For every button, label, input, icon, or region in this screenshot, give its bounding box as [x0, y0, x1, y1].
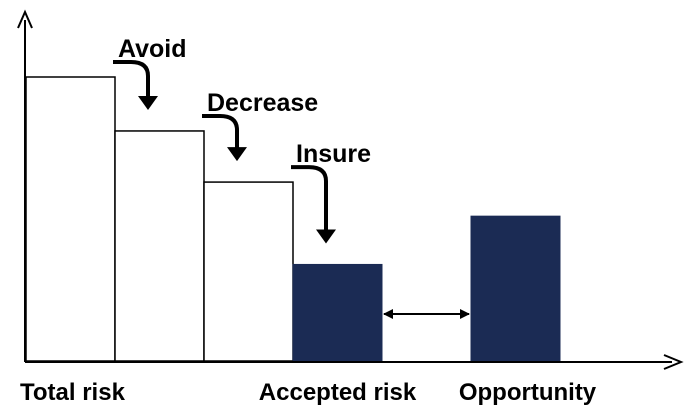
annotation-arrowhead-0: [138, 95, 158, 110]
annotation-arrowhead-2: [316, 229, 336, 244]
annotations-layer: Avoid Decrease Insure: [113, 35, 371, 244]
bar-1: [114, 130, 205, 362]
annotation-arrowhead-1: [227, 147, 247, 162]
annotation-arrow-2: [291, 165, 328, 234]
bar-5: [470, 215, 561, 362]
category-label-0: Total risk: [20, 379, 126, 406]
bar-0: [25, 76, 116, 362]
bar-2: [203, 181, 294, 362]
annotation-label-1: Decrease: [207, 89, 318, 117]
x-axis-arrowhead: [663, 354, 684, 370]
bars-layer: [25, 76, 561, 362]
category-labels: Total risk Accepted risk Opportunity: [20, 379, 597, 406]
annotation-arrow-0: [113, 60, 150, 100]
y-axis-arrowhead: [17, 9, 33, 29]
category-label-3: Accepted risk: [259, 379, 417, 406]
annotation-label-2: Insure: [296, 140, 371, 168]
category-label-5: Opportunity: [459, 379, 597, 406]
annotation-arrow-1: [202, 113, 239, 152]
bar-3: [292, 263, 383, 362]
annotation-label-0: Avoid: [118, 35, 187, 63]
